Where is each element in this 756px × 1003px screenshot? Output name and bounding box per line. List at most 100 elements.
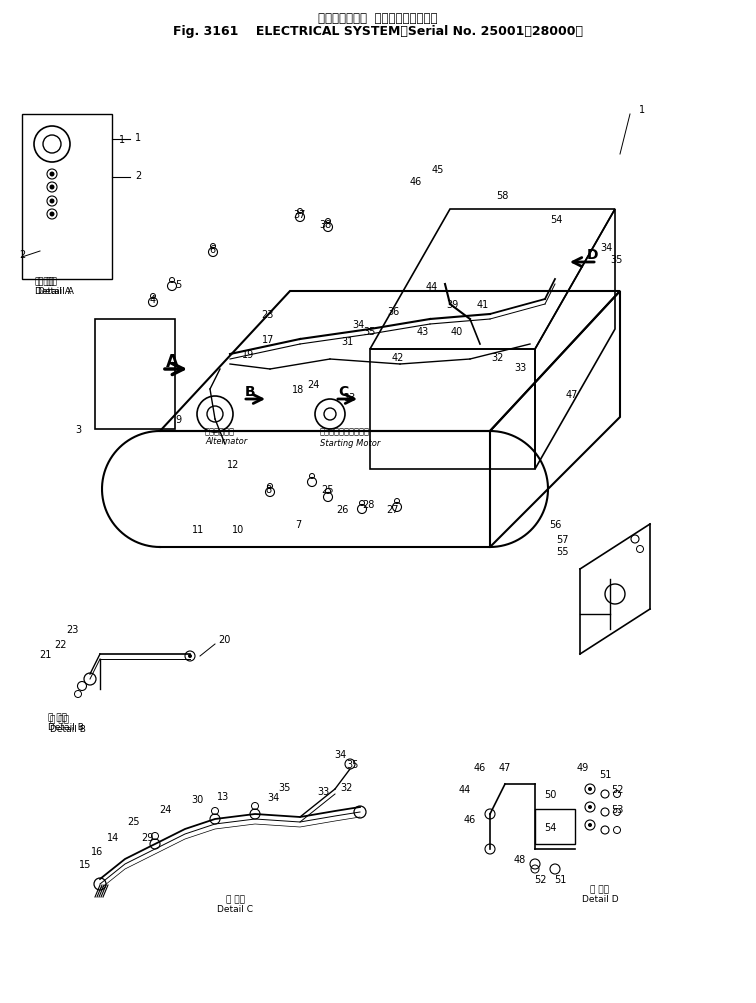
Text: Ａ 詳細: Ａ 詳細 xyxy=(38,277,57,286)
Text: Ｃ 詳細: Ｃ 詳細 xyxy=(225,895,244,904)
Text: 44: 44 xyxy=(426,282,438,292)
Text: 22: 22 xyxy=(54,639,67,649)
Text: 39: 39 xyxy=(446,300,458,310)
Text: Detail B: Detail B xyxy=(48,722,84,731)
Text: 29: 29 xyxy=(141,832,153,843)
Text: 33: 33 xyxy=(514,363,526,373)
Text: 35: 35 xyxy=(611,255,623,265)
Text: 18: 18 xyxy=(292,384,304,394)
Text: 13: 13 xyxy=(217,791,229,801)
Text: 4: 4 xyxy=(150,295,156,305)
Text: Detail B: Detail B xyxy=(50,724,86,733)
Text: 37: 37 xyxy=(294,210,306,220)
Text: 34: 34 xyxy=(352,320,364,330)
Bar xyxy=(22,115,112,280)
Text: Ｂ 詳細: Ｂ 詳細 xyxy=(48,713,67,722)
Text: Starting Motor: Starting Motor xyxy=(320,438,380,447)
Text: 52: 52 xyxy=(534,875,547,884)
Text: 25: 25 xyxy=(322,484,334,494)
Text: 24: 24 xyxy=(307,379,319,389)
Text: 46: 46 xyxy=(464,814,476,824)
Text: 48: 48 xyxy=(514,855,526,865)
Circle shape xyxy=(49,213,54,218)
Text: 14: 14 xyxy=(107,832,119,843)
Text: Ｂ 詳細: Ｂ 詳細 xyxy=(50,715,69,724)
Text: 34: 34 xyxy=(334,749,346,759)
Text: 13: 13 xyxy=(344,392,356,402)
Text: C: C xyxy=(338,384,348,398)
Text: 2: 2 xyxy=(135,171,141,181)
Text: 21: 21 xyxy=(39,649,51,659)
Text: 46: 46 xyxy=(410,177,422,187)
Text: 9: 9 xyxy=(175,414,181,424)
Text: 35: 35 xyxy=(279,782,291,792)
Text: Detail A: Detail A xyxy=(38,286,74,295)
Text: 43: 43 xyxy=(417,327,429,337)
Text: D: D xyxy=(587,248,599,262)
Text: 27: 27 xyxy=(387,505,399,515)
Text: 34: 34 xyxy=(267,792,279,802)
Text: 42: 42 xyxy=(392,353,404,363)
Text: A: A xyxy=(166,353,178,371)
Text: 2: 2 xyxy=(19,250,25,260)
Text: 24: 24 xyxy=(159,804,171,814)
Circle shape xyxy=(49,173,54,178)
Text: 19: 19 xyxy=(242,350,254,360)
Text: 45: 45 xyxy=(432,164,445,175)
Text: 15: 15 xyxy=(79,860,91,870)
Text: 23: 23 xyxy=(261,310,273,320)
Text: Fig. 3161    ELECTRICAL SYSTEM（Serial No. 25001～28000）: Fig. 3161 ELECTRICAL SYSTEM（Serial No. 2… xyxy=(173,25,583,38)
Text: 10: 10 xyxy=(232,525,244,535)
Circle shape xyxy=(588,805,592,809)
Text: 36: 36 xyxy=(387,307,399,317)
Text: 38: 38 xyxy=(319,220,331,230)
Text: 16: 16 xyxy=(91,847,103,857)
Text: 57: 57 xyxy=(556,535,569,545)
Text: 28: 28 xyxy=(362,499,374,510)
Text: 8: 8 xyxy=(265,484,271,494)
Text: 35: 35 xyxy=(364,327,376,337)
Text: 31: 31 xyxy=(341,337,353,347)
Circle shape xyxy=(188,654,192,658)
Text: 6: 6 xyxy=(209,245,215,255)
Text: スターティングモータ: スターティングモータ xyxy=(320,427,370,436)
Text: 12: 12 xyxy=(227,459,239,469)
Text: 32: 32 xyxy=(341,782,353,792)
Text: B: B xyxy=(245,384,256,398)
Text: 54: 54 xyxy=(544,822,556,832)
Text: 7: 7 xyxy=(295,520,301,530)
Text: 46: 46 xyxy=(474,762,486,772)
Text: Ｄ 詳細: Ｄ 詳細 xyxy=(590,885,609,894)
Text: 51: 51 xyxy=(554,875,566,884)
Text: 47: 47 xyxy=(565,389,578,399)
Text: 20: 20 xyxy=(218,634,231,644)
Circle shape xyxy=(588,787,592,791)
Circle shape xyxy=(49,186,54,191)
Text: 53: 53 xyxy=(611,804,623,814)
Text: Alternator: Alternator xyxy=(205,437,247,446)
Text: 58: 58 xyxy=(496,191,508,201)
Text: 44: 44 xyxy=(459,784,471,794)
Text: オルタネータ: オルタネータ xyxy=(205,427,235,436)
Text: 3: 3 xyxy=(75,424,81,434)
Text: 50: 50 xyxy=(544,789,556,799)
Text: 30: 30 xyxy=(191,794,203,804)
Text: 32: 32 xyxy=(492,353,504,363)
Text: エレクトリカル  システム（適用号機: エレクトリカル システム（適用号機 xyxy=(318,11,438,24)
Text: 33: 33 xyxy=(317,786,329,796)
Text: Detail C: Detail C xyxy=(217,905,253,914)
Text: 1: 1 xyxy=(135,132,141,142)
Text: 1: 1 xyxy=(639,105,645,115)
Text: 34: 34 xyxy=(600,243,612,253)
Text: 23: 23 xyxy=(66,625,78,634)
Text: 25: 25 xyxy=(127,816,139,826)
Text: 56: 56 xyxy=(549,520,561,530)
Text: 41: 41 xyxy=(477,300,489,310)
Text: 17: 17 xyxy=(262,335,274,345)
Circle shape xyxy=(588,823,592,827)
Text: Detail A: Detail A xyxy=(35,286,71,295)
Text: Ａ 詳細: Ａ 詳細 xyxy=(35,277,54,286)
Text: 47: 47 xyxy=(499,762,511,772)
Text: 51: 51 xyxy=(599,769,611,779)
Text: 40: 40 xyxy=(451,327,463,337)
